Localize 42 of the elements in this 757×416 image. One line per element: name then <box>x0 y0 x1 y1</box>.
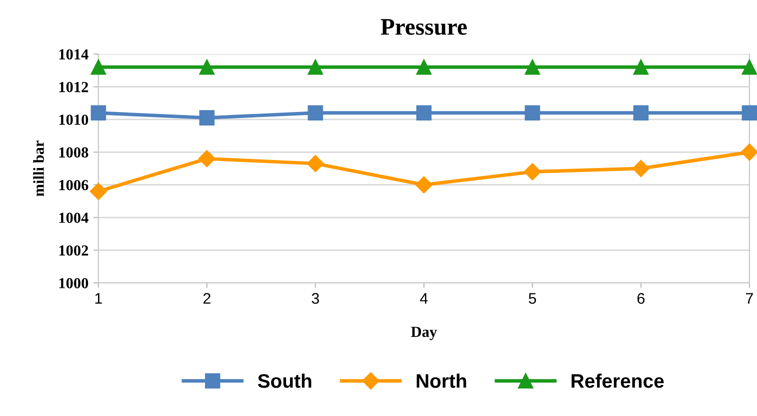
y-tick-label: 1006 <box>59 180 88 190</box>
legend-label: South <box>258 374 312 388</box>
point <box>742 105 757 121</box>
point <box>308 60 324 75</box>
point <box>524 60 540 75</box>
y-tick-label: 1012 <box>59 82 88 92</box>
point <box>633 105 649 121</box>
point <box>416 105 432 121</box>
point <box>416 60 432 75</box>
chart-title: Pressure <box>380 19 467 35</box>
point <box>199 110 215 126</box>
point <box>90 60 106 75</box>
y-tick-label: 1004 <box>59 212 88 223</box>
y-tick-label: 1002 <box>59 245 88 256</box>
point <box>740 144 757 161</box>
x-tick-label: 5 <box>528 293 536 304</box>
point <box>524 105 540 121</box>
y-tick-label: 1000 <box>59 278 88 288</box>
x-tick-label: 6 <box>637 293 645 304</box>
point <box>199 60 215 75</box>
x-tick-label: 2 <box>203 293 210 304</box>
x-tick-label: 1 <box>95 293 102 304</box>
legend-label: North <box>416 374 466 388</box>
legend-label: Reference <box>572 374 664 388</box>
y-tick-label: 1010 <box>59 114 88 125</box>
point <box>632 160 650 178</box>
y-tick-label: 1014 <box>59 49 88 60</box>
point <box>524 163 541 180</box>
point <box>90 105 106 121</box>
point <box>633 60 649 75</box>
point <box>90 182 107 200</box>
point <box>742 60 757 75</box>
x-tick-label: 3 <box>312 293 319 304</box>
point <box>198 150 216 168</box>
x-tick-label: 7 <box>746 293 753 304</box>
y-axis-title: milli bar <box>33 140 44 196</box>
point <box>415 176 432 194</box>
y-tick-label: 1008 <box>59 147 88 158</box>
x-axis-title: Day <box>411 326 437 340</box>
x-tick-label: 4 <box>420 293 428 304</box>
point <box>306 155 324 172</box>
point <box>308 105 324 121</box>
